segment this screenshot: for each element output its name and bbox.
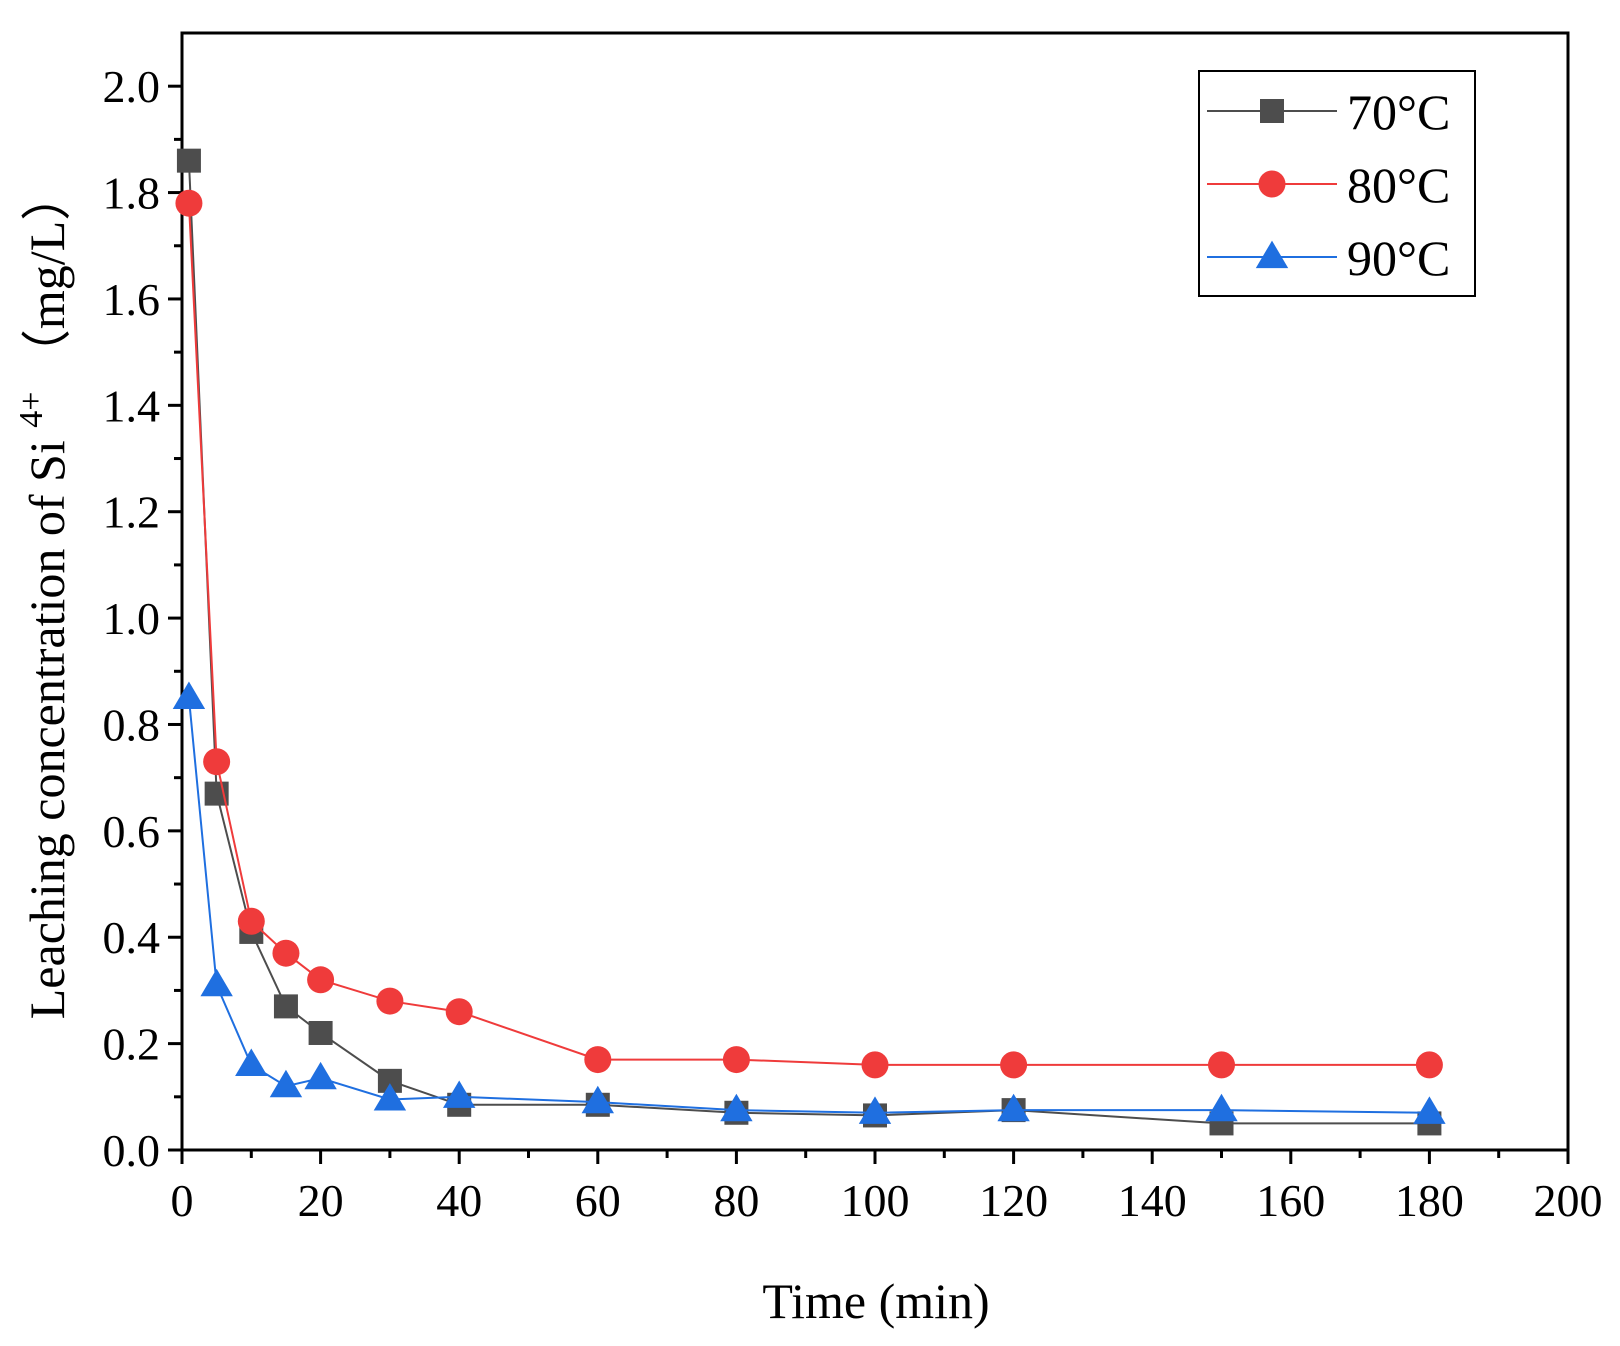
legend-marker: [1260, 99, 1284, 123]
data-point: [237, 907, 265, 935]
legend-marker: [1255, 240, 1289, 269]
series-line: [187, 697, 1430, 1114]
y-tick-label: 1.2: [103, 487, 161, 538]
data-point: [373, 1083, 407, 1111]
data-point: [720, 1093, 753, 1122]
y-tick-label: 0.6: [103, 806, 161, 857]
data-point: [176, 148, 201, 173]
data-point: [376, 987, 404, 1015]
data-point: [997, 1093, 1030, 1122]
data-point: [858, 1096, 892, 1124]
x-tick-label: 160: [1256, 1175, 1325, 1226]
x-axis-title: Time (min): [762, 1273, 989, 1329]
legend-item: 80°C: [1207, 157, 1450, 213]
data-point: [1000, 1051, 1028, 1079]
data-point: [445, 998, 473, 1026]
y-tick-label: 1.4: [103, 380, 161, 431]
x-tick-label: 140: [1118, 1175, 1187, 1226]
data-point: [443, 1080, 476, 1108]
data-point: [273, 994, 298, 1019]
x-tick-label: 0: [171, 1175, 194, 1226]
data-point: [722, 1046, 750, 1074]
legend-item: 90°C: [1207, 230, 1450, 286]
legend-item: 70°C: [1207, 84, 1450, 140]
data-point: [175, 189, 203, 217]
data-point: [861, 1051, 889, 1079]
x-tick-label: 80: [713, 1175, 759, 1226]
data-point: [200, 968, 233, 997]
y-tick-label: 0.0: [103, 1125, 161, 1176]
x-tick-label: 120: [979, 1175, 1048, 1226]
y-axis-title-unit: （mg/L）: [19, 171, 75, 379]
x-tick-label: 100: [841, 1175, 910, 1226]
data-point: [1413, 1096, 1446, 1124]
x-tick-label: 60: [575, 1175, 621, 1226]
y-tick-label: 0.8: [103, 699, 161, 750]
data-point: [272, 939, 300, 967]
axes-layer: 0 20 40 60 80 100 120 140 160 180 200 0.0 0.2 0.4 0.6 0…: [103, 31, 1603, 1226]
y-axis-title-main: Leaching concentration of Si: [19, 440, 75, 1019]
data-point: [1415, 1051, 1443, 1079]
y-tick-label: 0.2: [103, 1019, 161, 1070]
legend-marker: [1258, 170, 1286, 198]
y-tick-label: 0.4: [103, 912, 161, 963]
y-tick-label: 1.8: [103, 168, 161, 219]
x-tick-label: 180: [1395, 1175, 1464, 1226]
legend-label: 80°C: [1347, 157, 1450, 213]
legend-label: 90°C: [1347, 230, 1450, 286]
data-point: [308, 1020, 333, 1045]
series-layer: [172, 148, 1446, 1136]
data-point: [1208, 1051, 1235, 1079]
legend-label: 70°C: [1347, 84, 1450, 140]
data-point: [307, 966, 335, 994]
data-point: [172, 681, 206, 709]
series-line: [187, 203, 1430, 1066]
y-axis-title-superscript: 4+: [13, 392, 50, 428]
data-point: [203, 748, 231, 776]
y-tick-label: 1.6: [103, 274, 161, 325]
data-point: [235, 1048, 268, 1076]
x-tick-label: 40: [436, 1175, 482, 1226]
series-3: [172, 681, 1446, 1124]
series-line: [187, 160, 1430, 1125]
x-tick-label: 200: [1534, 1175, 1603, 1226]
legend: 70°C 80°C 90°C: [1198, 70, 1476, 297]
data-point: [581, 1085, 614, 1114]
y-tick-label: 1.0: [103, 593, 161, 644]
data-point: [269, 1069, 303, 1098]
y-tick-label: 2.0: [103, 61, 161, 112]
y-axis-title: Leaching concentration of Si 4+ （mg/L）: [0, 171, 75, 1019]
data-point: [1205, 1093, 1238, 1122]
data-point: [304, 1061, 337, 1090]
x-tick-label: 20: [298, 1175, 344, 1226]
data-point: [584, 1046, 612, 1074]
series-2: [175, 189, 1443, 1079]
